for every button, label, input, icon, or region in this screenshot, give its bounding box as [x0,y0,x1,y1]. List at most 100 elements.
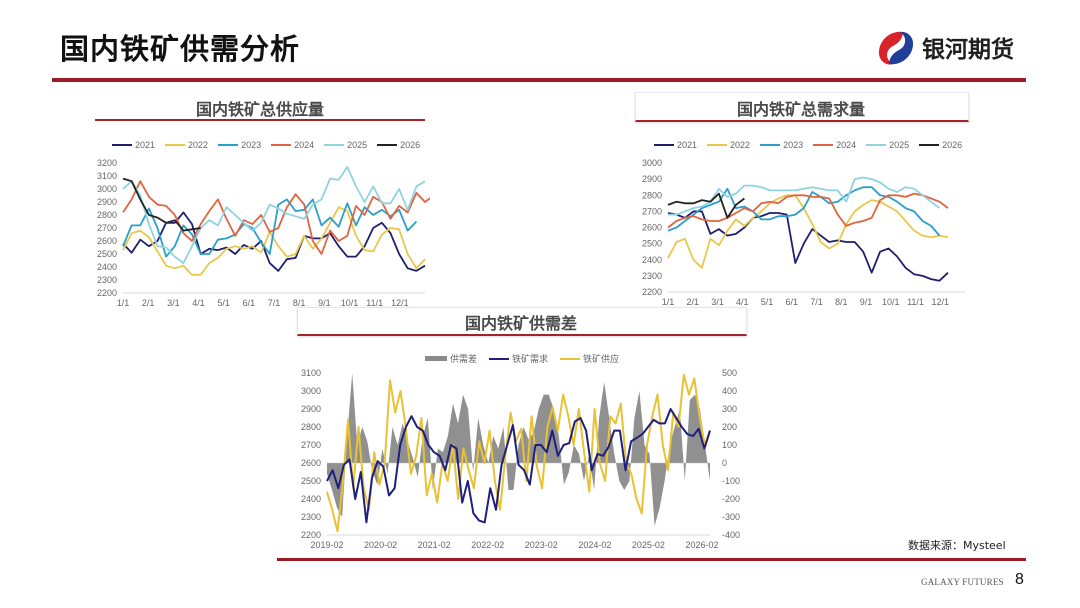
x-tick-label: 5/1 [217,298,230,308]
header-divider [52,78,1026,82]
legend-item-2023: 2023 [760,140,803,150]
legend-swatch [324,144,345,146]
y-tick-label: 2300 [97,275,117,285]
y-tick-label: 3000 [642,158,662,168]
y-tick-label: 2600 [642,223,662,233]
y-tick-label: 2500 [642,239,662,249]
page-title: 国内铁矿供需分析 [60,32,301,66]
x-tick-label: 2023-02 [525,540,558,550]
y-tick-label: 2900 [301,404,321,414]
series-line-2021 [122,211,426,272]
x-tick-label: 7/1 [810,297,823,307]
y2-tick-label: 300 [722,404,737,414]
y-tick-label: 3100 [97,171,117,181]
x-tick-label: 2025-02 [632,540,665,550]
gap-chart-title: 国内铁矿供需差 [464,314,577,333]
x-tick-label: 6/1 [785,297,798,307]
series-line-铁矿供应 [326,373,711,533]
legend-swatch [271,144,292,146]
footer-divider [277,558,1026,561]
legend-label: 2021 [677,140,698,150]
supply-chart-legend: 2021 2022 2023 2024 2025 2026 [112,140,420,150]
legend-label: 2026 [400,140,421,150]
y-tick-label: 3000 [97,184,117,194]
legend-label: 2022 [730,140,751,150]
x-tick-label: 12/1 [931,297,949,307]
legend-swatch [377,144,398,146]
gap-chart-title-box [297,307,747,336]
legend-item-gap: 供需差 [425,352,477,365]
legend-item-2025: 2025 [866,140,909,150]
legend-label: 2025 [889,140,910,150]
y-tick-label: 2900 [642,174,662,184]
footer-brand: GALAXY FUTURES [921,577,1004,587]
demand-chart-legend: 2021 2022 2023 2024 2025 2026 [654,140,962,150]
y-tick-label: 2400 [301,494,321,504]
y-tick-label: 3000 [301,386,321,396]
y-tick-label: 2400 [97,262,117,272]
legend-swatch [866,144,887,146]
x-tick-label: 4/1 [736,297,749,307]
y-tick-label: 2200 [301,530,321,540]
x-tick-label: 1/1 [117,298,130,308]
y-tick-label: 2700 [97,223,117,233]
legend-swatch [218,144,239,146]
supply-chart-title: 国内铁矿总供应量 [195,100,324,119]
company-name: 银河期货 [922,37,1014,63]
x-tick-label: 8/1 [293,298,306,308]
x-tick-label: 2026-02 [685,540,718,550]
x-tick-label: 2024-02 [578,540,611,550]
legend-item-2022: 2022 [707,140,750,150]
x-tick-label: 9/1 [860,297,873,307]
x-tick-label: 2022-02 [471,540,504,550]
legend-label: 铁矿需求 [512,354,549,364]
x-tick-label: 2/1 [142,298,155,308]
series-line-铁矿需求 [326,408,711,524]
y-tick-label: 2600 [301,458,321,468]
y-tick-label: 2800 [301,422,321,432]
legend-item-2021: 2021 [112,140,155,150]
x-tick-label: 3/1 [167,298,180,308]
legend-item-2026: 2026 [377,140,420,150]
legend-label: 2024 [294,140,315,150]
y-tick-label: 2800 [97,210,117,220]
page-number: 8 [1015,571,1024,588]
data-source: 数据来源：Mysteel [908,539,1006,552]
demand-chart-title-box [635,92,969,122]
legend-label: 2024 [836,140,857,150]
legend-label: 2022 [188,140,209,150]
y-tick-label: 3200 [97,158,117,168]
x-tick-label: 1/1 [662,297,675,307]
legend-label: 2023 [783,140,804,150]
legend-swatch [165,144,186,146]
x-tick-label: 5/1 [761,297,774,307]
series-line-2022 [122,206,426,276]
y-tick-label: 2800 [642,190,662,200]
x-tick-label: 8/1 [835,297,848,307]
y2-tick-label: 400 [722,386,737,396]
legend-swatch [813,144,834,146]
legend-item-demand: 铁矿需求 [489,352,548,365]
y-tick-label: 2200 [642,287,662,297]
legend-item-2022: 2022 [165,140,208,150]
legend-swatch [919,144,940,146]
y2-tick-label: 0 [722,458,727,468]
y-tick-label: 2700 [642,206,662,216]
y-tick-label: 2500 [97,249,117,259]
x-tick-label: 9/1 [318,298,331,308]
demand-chart-title: 国内铁矿总需求量 [736,100,865,119]
legend-label: 2026 [942,140,963,150]
company-logo [873,26,1033,70]
y2-tick-label: -400 [722,530,740,540]
legend-swatch [760,144,781,146]
legend-label: 2025 [347,140,368,150]
demand-line-chart: 2200 2300 2400 2500 2600 2700 2800 2900 3000 1/1 2… [642,158,965,307]
legend-item-supply: 铁矿供应 [560,352,619,365]
legend-label: 2021 [135,140,156,150]
x-tick-label: 7/1 [268,298,281,308]
x-tick-label: 10/1 [882,297,900,307]
y-tick-label: 3100 [301,368,321,378]
supply-chart-title-underline [95,119,425,121]
y-tick-label: 2300 [301,512,321,522]
legend-item-2024: 2024 [271,140,314,150]
